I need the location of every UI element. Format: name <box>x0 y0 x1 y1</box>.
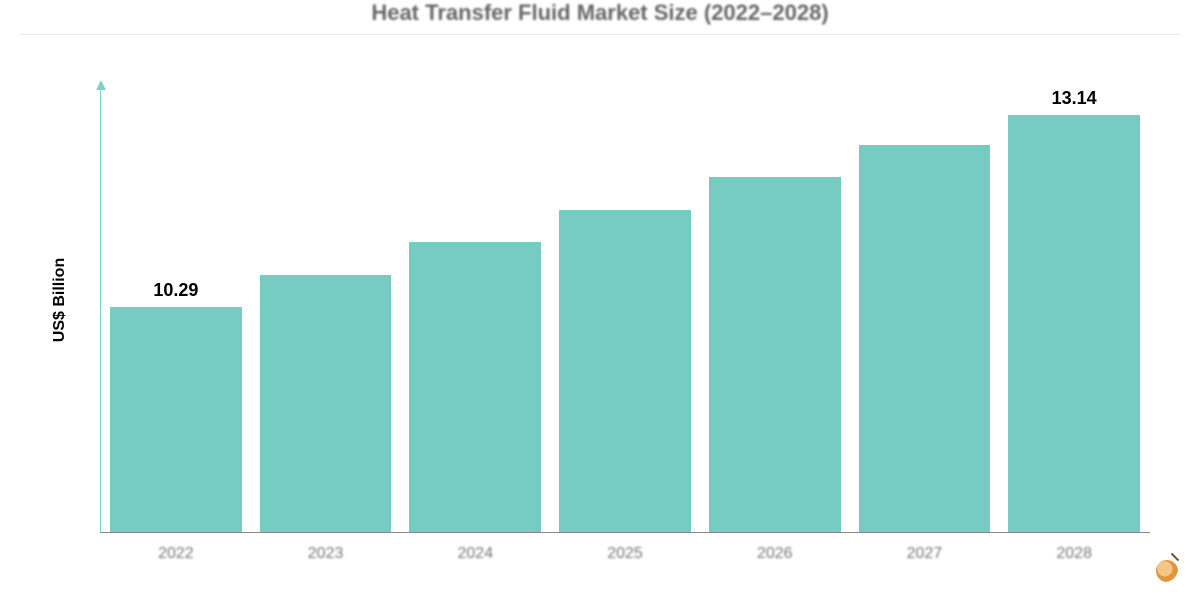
chart-container: Heat Transfer Fluid Market Size (2022–20… <box>0 0 1200 600</box>
bar <box>859 145 991 532</box>
bar-slot: 12.19 <box>709 88 841 532</box>
x-axis-line <box>100 532 1150 533</box>
bar-slot: 10.29 <box>110 88 242 532</box>
bar-slot: 13.14 <box>1008 88 1140 532</box>
title-row: Heat Transfer Fluid Market Size (2022–20… <box>20 0 1180 35</box>
bar <box>260 275 392 532</box>
bar <box>110 307 242 532</box>
bar-slot: 10.76 <box>260 88 392 532</box>
x-tick-label: 2026 <box>709 545 841 563</box>
chart-title: Heat Transfer Fluid Market Size (2022–20… <box>20 0 1180 26</box>
bar-slot: 11.72 <box>559 88 691 532</box>
x-tick-label: 2024 <box>409 545 541 563</box>
x-tick-label: 2027 <box>859 545 991 563</box>
bar <box>1008 115 1140 532</box>
bar-slot: 12.67 <box>859 88 991 532</box>
x-axis-labels: 2022 2023 2024 2025 2026 2027 2028 <box>110 545 1140 563</box>
x-tick-label: 2022 <box>110 545 242 563</box>
plot-area: 10.29 10.76 11.24 11.72 12.19 12.67 <box>100 43 1150 563</box>
x-tick-label: 2025 <box>559 545 691 563</box>
bar-slot: 11.24 <box>409 88 541 532</box>
x-tick-label: 2028 <box>1008 545 1140 563</box>
logo-icon <box>1156 560 1178 582</box>
y-axis-label: US$ Billion <box>51 258 69 342</box>
y-axis-arrow-icon <box>100 88 101 533</box>
x-tick-label: 2023 <box>260 545 392 563</box>
bars-group: 10.29 10.76 11.24 11.72 12.19 12.67 <box>110 88 1140 532</box>
bar <box>409 242 541 532</box>
bar-value-label: 13.14 <box>1052 88 1097 109</box>
bar <box>559 210 691 532</box>
bar-value-label: 10.29 <box>153 280 198 301</box>
bar <box>709 177 841 532</box>
